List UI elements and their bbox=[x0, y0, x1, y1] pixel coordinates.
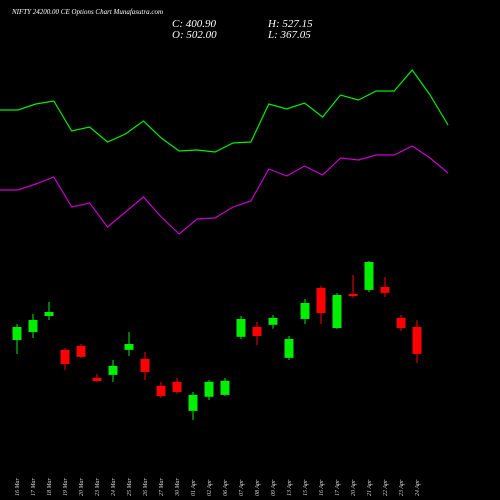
x-tick-label: 17 Mar bbox=[31, 478, 37, 496]
candle-body bbox=[28, 320, 38, 333]
x-tick-label: 22 Apr bbox=[383, 479, 389, 496]
x-tick-label: 26 Mar bbox=[143, 478, 149, 496]
x-tick-label: 20 Apr bbox=[351, 479, 357, 496]
candle-body bbox=[316, 288, 326, 314]
candle-body bbox=[220, 380, 230, 395]
x-tick-label: 23 Mar bbox=[95, 478, 101, 496]
candle-body bbox=[380, 286, 390, 293]
x-tick-label: 01 Apr bbox=[191, 479, 197, 496]
low-label: L: 367.05 bbox=[267, 29, 311, 41]
candle-body bbox=[348, 293, 358, 297]
candle-body bbox=[76, 345, 86, 357]
x-tick-label: 07 Apr bbox=[239, 479, 245, 496]
candle-body bbox=[188, 394, 198, 411]
x-tick-label: 16 Apr bbox=[319, 479, 325, 496]
x-tick-label: 06 Apr bbox=[223, 479, 229, 496]
high-label: H: 527.15 bbox=[267, 18, 313, 30]
x-tick-label: 08 Apr bbox=[255, 479, 261, 496]
x-tick-label: 27 Mar bbox=[159, 478, 165, 496]
candle-body bbox=[236, 318, 246, 337]
candle-body bbox=[364, 261, 374, 290]
candle-body bbox=[252, 326, 262, 337]
open-label: O: 502.00 bbox=[172, 29, 217, 41]
close-label: C: 400.90 bbox=[172, 18, 217, 30]
candle-body bbox=[284, 338, 294, 358]
x-tick-label: 23 Apr bbox=[399, 479, 405, 496]
candle-body bbox=[268, 317, 278, 325]
candle-body bbox=[412, 326, 422, 354]
x-tick-label: 21 Apr bbox=[367, 479, 373, 496]
candle-body bbox=[12, 326, 22, 340]
candle-body bbox=[44, 312, 54, 317]
x-tick-label: 19 Mar bbox=[63, 478, 69, 496]
x-tick-label: 24 Apr bbox=[414, 479, 421, 496]
candle-body bbox=[396, 317, 406, 329]
candle-body bbox=[172, 381, 182, 392]
indicator-line bbox=[0, 145, 449, 235]
candle-body bbox=[92, 377, 102, 382]
x-tick-label: 24 Mar bbox=[110, 478, 117, 496]
x-tick-label: 09 Apr bbox=[271, 479, 277, 496]
x-tick-label: 17 Apr bbox=[335, 479, 341, 496]
x-tick-label: 25 Mar bbox=[127, 478, 133, 496]
x-tick-label: 02 Apr bbox=[207, 479, 213, 496]
chart-title: NIFTY 24200.00 CE Options Chart Munafasu… bbox=[11, 8, 163, 16]
candle-body bbox=[60, 349, 70, 364]
x-tick-label: 20 Mar bbox=[79, 478, 85, 496]
candle-body bbox=[300, 302, 310, 319]
candle-body bbox=[332, 294, 342, 329]
x-tick-label: 16 Mar bbox=[15, 478, 21, 496]
candle-body bbox=[204, 381, 214, 397]
x-tick-label: 18 Mar bbox=[47, 478, 53, 496]
x-tick-label: 13 Apr bbox=[287, 479, 293, 496]
candle-body bbox=[156, 385, 166, 396]
indicator-line bbox=[0, 69, 449, 153]
x-tick-label: 15 Apr bbox=[303, 479, 309, 496]
candle-body bbox=[140, 358, 150, 372]
candle-body bbox=[108, 365, 118, 375]
x-tick-label: 30 Mar bbox=[175, 478, 181, 497]
candle-body bbox=[124, 343, 134, 350]
